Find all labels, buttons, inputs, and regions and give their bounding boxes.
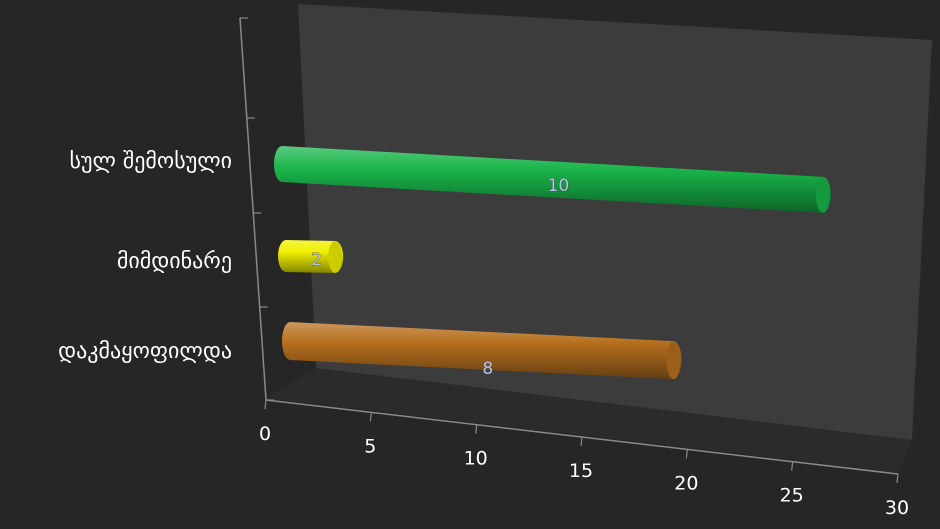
axes — [239, 17, 899, 484]
x-tick-label: 25 — [780, 485, 804, 507]
x-tick-mark — [896, 473, 899, 484]
bar-0 — [274, 146, 831, 213]
x-tick-mark — [580, 436, 583, 447]
x-tick-mark — [264, 399, 267, 410]
data-label: 8 — [482, 359, 493, 379]
bar-2 — [282, 322, 682, 380]
category-label: მიმდინარე — [117, 249, 232, 274]
bar-1 — [278, 240, 344, 273]
bar-end-cap — [815, 176, 830, 213]
x-tick-label: 15 — [569, 460, 593, 482]
data-label: 10 — [548, 176, 570, 196]
x-tick-mark — [791, 461, 794, 471]
data-label: 2 — [311, 250, 322, 270]
x-tick-label: 10 — [464, 448, 488, 470]
bar-end-cap — [328, 240, 343, 273]
x-tick-mark — [369, 412, 372, 422]
category-label: დაკმაყოფილდა — [58, 339, 232, 364]
x-tick-mark — [475, 424, 478, 434]
floor-shadow — [266, 368, 912, 472]
x-tick-mark — [685, 449, 688, 459]
x-tick-label: 30 — [885, 497, 909, 519]
bars — [274, 146, 831, 380]
bar-end-cap — [666, 341, 681, 380]
x-tick-label: 20 — [674, 472, 698, 494]
category-label: სულ შემოსული — [69, 149, 232, 174]
x-tick-label: 0 — [259, 423, 271, 445]
labels: 0 5 10 15 20 25 30 10 სულ შემოსული 2 მიმდინარე 8 დაკ… — [58, 149, 909, 519]
y-axis-line — [239, 17, 267, 401]
x-tick-label: 5 — [364, 435, 376, 457]
